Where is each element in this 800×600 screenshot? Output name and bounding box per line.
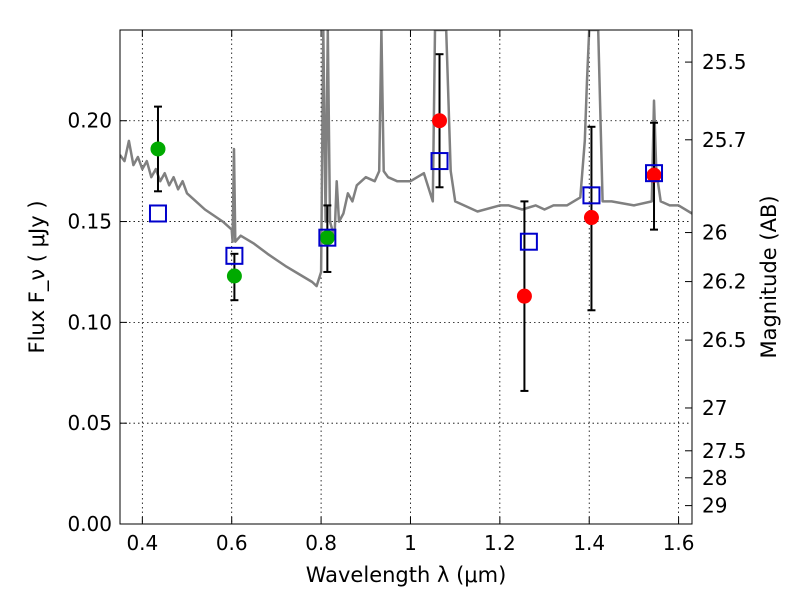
data-point: [583, 210, 599, 226]
model-square: [645, 164, 664, 183]
mag-tick-label: 25.5: [702, 50, 747, 74]
x-tick-label: 0.6: [216, 531, 248, 555]
data-markers: [148, 113, 664, 304]
mag-tick-label: 26: [702, 221, 727, 245]
data-point: [516, 288, 532, 304]
mag-tick-label: 29: [702, 494, 727, 518]
y-tick-label: 0.15: [67, 210, 112, 234]
mag-tick-label: 27: [702, 396, 727, 420]
x-tick-label: 0.8: [305, 531, 337, 555]
data-point: [432, 113, 448, 129]
mag-tick-label: 28: [702, 466, 727, 490]
y2-axis-label: Magnitude (AB): [757, 195, 781, 358]
model-square: [148, 204, 167, 223]
mag-tick-label: 26.5: [702, 328, 747, 352]
spectrum-line: [120, 30, 692, 288]
model-square: [519, 232, 538, 251]
data-point: [646, 167, 662, 183]
axis-ticks: 0.4 0.6 0.8 1 1.2 1.4 1.6 0.00 0.05 0.10 0.15 0.20 2…: [67, 30, 747, 555]
mag-tick-label: 27.5: [702, 439, 747, 463]
model-square: [582, 186, 601, 205]
error-bars: [153, 53, 659, 392]
mag-tick-label: 25.7: [702, 128, 747, 152]
grid: [120, 30, 692, 525]
x-tick-label: 1.4: [573, 531, 605, 555]
mag-tick-label: 26.2: [702, 270, 747, 294]
x-tick-label: 1.2: [484, 531, 516, 555]
plot-frame: [119, 29, 693, 525]
model-square: [318, 228, 337, 247]
model-spectrum: [120, 30, 692, 288]
model-square: [430, 152, 449, 171]
y-tick-label: 0.20: [67, 109, 112, 133]
x-tick-label: 1.6: [663, 531, 695, 555]
data-point: [150, 141, 166, 157]
data-point: [319, 230, 335, 246]
y-tick-label: 0.05: [67, 411, 112, 435]
x-axis-label: Wavelength λ (μm): [306, 563, 507, 587]
y-tick-label: 0.10: [67, 310, 112, 334]
model-square: [225, 246, 244, 265]
x-tick-label: 1: [404, 531, 417, 555]
y-axis-label: Flux F_ν ( μJy ): [25, 200, 50, 353]
data-point: [226, 268, 242, 284]
x-tick-label: 0.4: [126, 531, 158, 555]
y-tick-label: 0.00: [67, 512, 112, 536]
